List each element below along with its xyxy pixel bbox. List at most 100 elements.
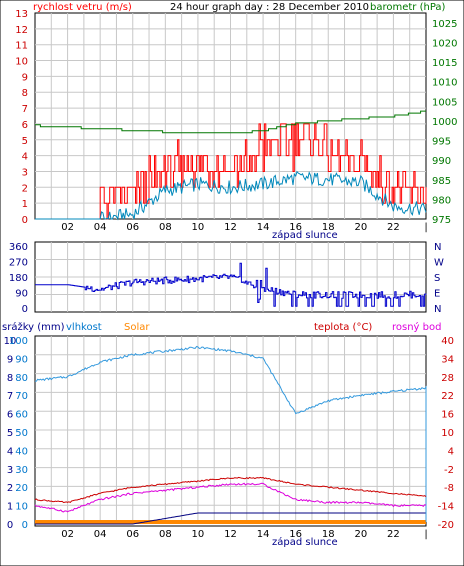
tick-label: 3 — [7, 465, 13, 476]
x-tick-label: 04 — [94, 529, 107, 540]
tick-label: 995 — [432, 137, 451, 148]
x-tick-label: 06 — [126, 529, 139, 540]
x-tick-label: 16 — [289, 222, 302, 233]
tick-label: 0 — [7, 520, 13, 531]
tick-label: 5 — [22, 136, 28, 147]
tick-label: 0 — [22, 520, 28, 531]
tick-label: 100 — [9, 336, 28, 347]
x-tick-label: | — [424, 529, 427, 540]
tick-label: 34 — [441, 354, 454, 365]
legend-rain: srážky (mm) — [2, 321, 65, 333]
temperature-line — [34, 476, 427, 504]
x-tick-label: 22 — [387, 529, 400, 540]
tick-label: 70 — [15, 391, 28, 402]
x-tick-label: 20 — [354, 529, 367, 540]
tick-label: E — [434, 289, 440, 300]
tick-label: 7 — [22, 104, 28, 115]
tick-label: 5 — [7, 428, 13, 439]
tick-label: 6 — [7, 410, 13, 421]
legend-dew: rosný bod — [392, 321, 441, 333]
tick-label: 12 — [15, 25, 28, 36]
rain-line — [35, 512, 426, 525]
tick-label: -20 — [438, 520, 454, 531]
x-tick-label: 08 — [159, 222, 172, 233]
panel2-grid — [35, 242, 426, 312]
x-tick-label: 08 — [159, 529, 172, 540]
panel2-left-ticks: 0 90 180 270 360 — [9, 242, 28, 315]
wind-direction-line — [35, 262, 427, 307]
tick-label: 90 — [15, 354, 28, 365]
tick-label: 985 — [432, 176, 451, 187]
tick-label: 16 — [441, 410, 454, 421]
tick-label: 2 — [22, 183, 28, 194]
x-tick-label: 10 — [192, 529, 205, 540]
x-tick-label: 10 — [192, 222, 205, 233]
x-tick-label: 20 — [354, 222, 367, 233]
tick-label: 13 — [15, 9, 28, 20]
tick-label: 10 — [441, 428, 454, 439]
x-tick-label: 16 — [289, 529, 302, 540]
x-tick-label: 02 — [61, 222, 74, 233]
tick-label: 4 — [7, 446, 13, 457]
dew-point-line — [34, 482, 427, 513]
tick-label: 80 — [15, 373, 28, 384]
tick-label: 1015 — [432, 58, 457, 69]
tick-label: 20 — [15, 483, 28, 494]
tick-label: 28 — [441, 373, 454, 384]
tick-label: 7 — [7, 391, 13, 402]
tick-label: 10 — [15, 502, 28, 513]
panel1-x-ticks: 02 04 06 08 10 12 14 16 18 20 22 | — [61, 222, 427, 233]
tick-label: 3 — [22, 167, 28, 178]
wind-average-line — [35, 170, 427, 221]
panel3-grid — [35, 336, 426, 524]
x-tick-label: 14 — [257, 222, 270, 233]
tick-label: 1000 — [432, 117, 457, 128]
humidity-line — [34, 345, 427, 522]
tick-label: 22 — [441, 391, 454, 402]
tick-label: -2 — [444, 465, 454, 476]
tick-label: 180 — [9, 273, 28, 284]
tick-label: 90 — [15, 289, 28, 300]
tick-label: 270 — [9, 258, 28, 269]
tick-label: 1 — [22, 199, 28, 210]
tick-label: 1010 — [432, 78, 457, 89]
pressure-axis-label: barometr (hPa) — [370, 2, 446, 13]
tick-label: S — [434, 273, 440, 284]
tick-label: 0 — [22, 304, 28, 315]
tick-label: 10 — [15, 57, 28, 68]
panel3-x-ticks: 02 04 06 08 10 12 14 16 18 20 22 | — [61, 529, 427, 540]
x-tick-label: 02 — [61, 529, 74, 540]
tick-label: -14 — [438, 502, 454, 513]
sunset-label: západ slunce — [272, 229, 338, 241]
x-tick-label: 22 — [387, 222, 400, 233]
tick-label: 1 — [7, 502, 13, 513]
legend-solar: Solar — [124, 322, 150, 333]
tick-label: 975 — [432, 215, 451, 226]
sunset-label-bottom: západ slunce — [272, 536, 338, 548]
panel-wind-pressure: rychlost vetru (m/s) 24 hour graph day :… — [15, 2, 457, 241]
tick-label: 50 — [15, 428, 28, 439]
legend-humidity: vlhkost — [66, 322, 102, 333]
tick-label: 1025 — [432, 19, 457, 30]
tick-label: -8 — [444, 483, 454, 494]
tick-label: W — [434, 258, 444, 269]
panel3-rain-ticks: 0 1 2 3 4 5 6 7 8 9 10 — [4, 336, 17, 531]
x-tick-label: 12 — [224, 222, 237, 233]
tick-label: 8 — [7, 373, 13, 384]
tick-label: N — [434, 304, 441, 315]
x-tick-label: 06 — [126, 222, 139, 233]
panel-rain-humidity-temp: srážky (mm) vlhkost Solar teplota (°C) r… — [2, 321, 454, 548]
wind-gust-line — [35, 123, 427, 220]
x-tick-label: 04 — [94, 222, 107, 233]
x-tick-label: 18 — [322, 529, 335, 540]
tick-label: 11 — [15, 41, 28, 52]
tick-label: 6 — [22, 120, 28, 131]
panel1-right-ticks: 975 980 985 990 995 1000 1005 1010 1015 1020 1025 — [432, 19, 457, 226]
tick-label: 9 — [22, 72, 28, 83]
